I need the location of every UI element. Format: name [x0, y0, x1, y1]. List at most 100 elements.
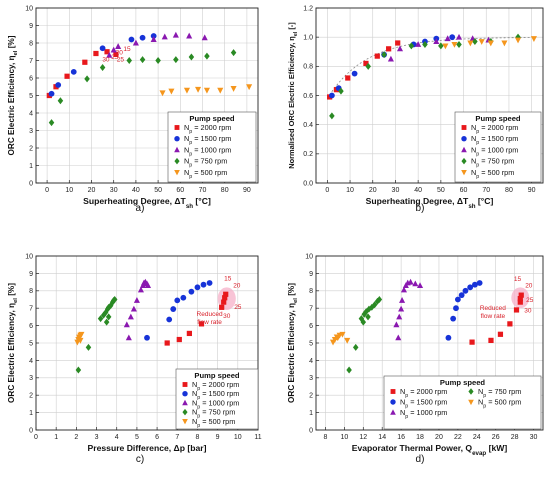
- data-point-np500: [77, 337, 84, 344]
- y-tick-label: 1: [309, 410, 313, 417]
- y-tick-label: 3: [309, 375, 313, 382]
- data-point-np500: [514, 37, 522, 44]
- data-point-np1000: [137, 286, 144, 293]
- x-tick-label: 70: [482, 187, 490, 194]
- data-point-np1500: [170, 306, 177, 312]
- data-point-np1500: [200, 281, 207, 288]
- point-annotation: 25: [117, 56, 125, 63]
- x-tick-label: 14: [378, 434, 386, 441]
- legend-label-np2000: Np = 2000 rpm: [184, 123, 231, 135]
- legend-marker-np750: [461, 157, 467, 165]
- data-point-np500: [487, 40, 494, 47]
- y-tick-label: 7: [29, 58, 33, 65]
- data-point-np1500: [55, 82, 62, 88]
- data-point-np750: [103, 318, 110, 326]
- legend-label-np1500: Np = 1500 rpm: [184, 134, 231, 146]
- data-point-np1500: [445, 334, 452, 341]
- x-tick-label: 22: [454, 434, 462, 441]
- data-point-np1000: [444, 35, 451, 42]
- data-point-np1500: [150, 33, 157, 39]
- legend-marker-np750: [174, 157, 180, 165]
- x-tick-label: 30: [392, 187, 400, 194]
- y-tick-label: 1.0: [303, 35, 313, 42]
- reduced-flow-note: Reduced: [480, 305, 506, 312]
- data-point-np2000: [345, 75, 351, 81]
- data-point-np1000: [201, 34, 208, 41]
- data-point-np750: [472, 38, 478, 46]
- y-axis-label: ORC Electric Efficiency, ηel [%]: [287, 283, 299, 403]
- data-point-np750: [381, 51, 387, 59]
- data-point-np750: [376, 296, 383, 303]
- data-point-np1000: [106, 51, 113, 58]
- data-point-np750: [338, 87, 344, 95]
- data-point-np1000: [395, 334, 402, 341]
- x-tick-label: 90: [243, 187, 251, 194]
- point-annotation: 20: [525, 282, 533, 289]
- x-tick-label: 30: [110, 187, 118, 194]
- y-tick-label: 4: [29, 110, 33, 117]
- y-tick-label: 6: [29, 323, 33, 330]
- data-point-np750: [352, 343, 359, 351]
- x-tick-label: 7: [175, 434, 179, 441]
- data-point-np500: [78, 331, 85, 338]
- data-point-np1500: [144, 334, 150, 341]
- x-tick-label: 0: [45, 187, 49, 194]
- data-point-np1000: [393, 321, 400, 328]
- y-tick-label: 0.2: [303, 151, 313, 158]
- data-point-np500: [230, 86, 237, 92]
- data-point-np1000: [125, 334, 132, 341]
- data-point-np500: [168, 88, 175, 95]
- chart-panel-c: 0 1 2 3 4 5 6 7 8 9 10 0 1 2 3 4 5 6 7 8 9 10 11 Pressure Diffe…: [7, 253, 262, 465]
- data-point-np2000: [222, 295, 228, 301]
- legend-label-np500: Np = 500 rpm: [471, 168, 514, 180]
- chart-panel-b: 0.0 0.2 0.4 0.6 0.8 1.0 1.2 0 10 20 30 40 50 60 70 80 90…: [287, 5, 544, 214]
- data-point-np2000: [219, 304, 225, 310]
- data-point-np750: [48, 119, 55, 127]
- data-point-np1000: [400, 286, 408, 293]
- x-tick-label: 80: [221, 187, 229, 194]
- x-tick-label: 10: [65, 187, 73, 194]
- legend-title: Pump speed: [475, 114, 521, 123]
- x-tick-label: 2: [74, 434, 78, 441]
- legend-marker-np1000: [182, 399, 188, 406]
- legend-marker-np2000: [390, 389, 396, 394]
- data-point-np750: [438, 42, 444, 50]
- legend-marker-np1500: [182, 391, 188, 397]
- data-point-np500: [217, 87, 224, 94]
- x-tick-label: 18: [416, 434, 424, 441]
- data-point-np1000: [130, 305, 137, 312]
- data-point-np1000: [186, 32, 193, 39]
- y-tick-label: 9: [29, 23, 33, 30]
- y-tick-label: 10: [25, 253, 33, 260]
- y-tick-label: 2: [29, 393, 33, 400]
- legend-box: [167, 111, 257, 183]
- data-point-np1500: [70, 68, 77, 75]
- legend-label-np500: Np = 500 rpm: [184, 168, 227, 180]
- y-tick-label: 8: [309, 288, 313, 295]
- data-point-np1000: [133, 297, 140, 303]
- reduced-flow-note: flow rate: [481, 313, 506, 320]
- data-point-np500: [478, 39, 485, 45]
- data-point-np500: [195, 86, 202, 93]
- legend-label-np1000: Np = 1000 rpm: [184, 145, 231, 157]
- data-point-np750: [365, 62, 371, 70]
- x-tick-label: 20: [88, 187, 96, 194]
- data-point-np500: [246, 84, 253, 91]
- data-point-np1000: [433, 38, 440, 45]
- data-point-np1000: [412, 280, 419, 287]
- y-axis-label: ORC Electric Efficiency, ηel [%]: [7, 283, 19, 403]
- data-point-np1000: [396, 313, 403, 320]
- data-point-np750: [102, 309, 109, 317]
- x-tick-label: 30: [530, 434, 538, 441]
- legend-marker-np1500: [461, 136, 467, 142]
- data-point-np2000: [363, 60, 369, 67]
- data-point-np2000: [198, 321, 205, 327]
- data-point-np2000: [374, 53, 380, 59]
- data-point-np1500: [458, 292, 465, 299]
- x-tick-label: 9: [216, 434, 220, 441]
- x-tick-label: 8: [324, 434, 328, 441]
- y-tick-label: 4: [29, 358, 33, 365]
